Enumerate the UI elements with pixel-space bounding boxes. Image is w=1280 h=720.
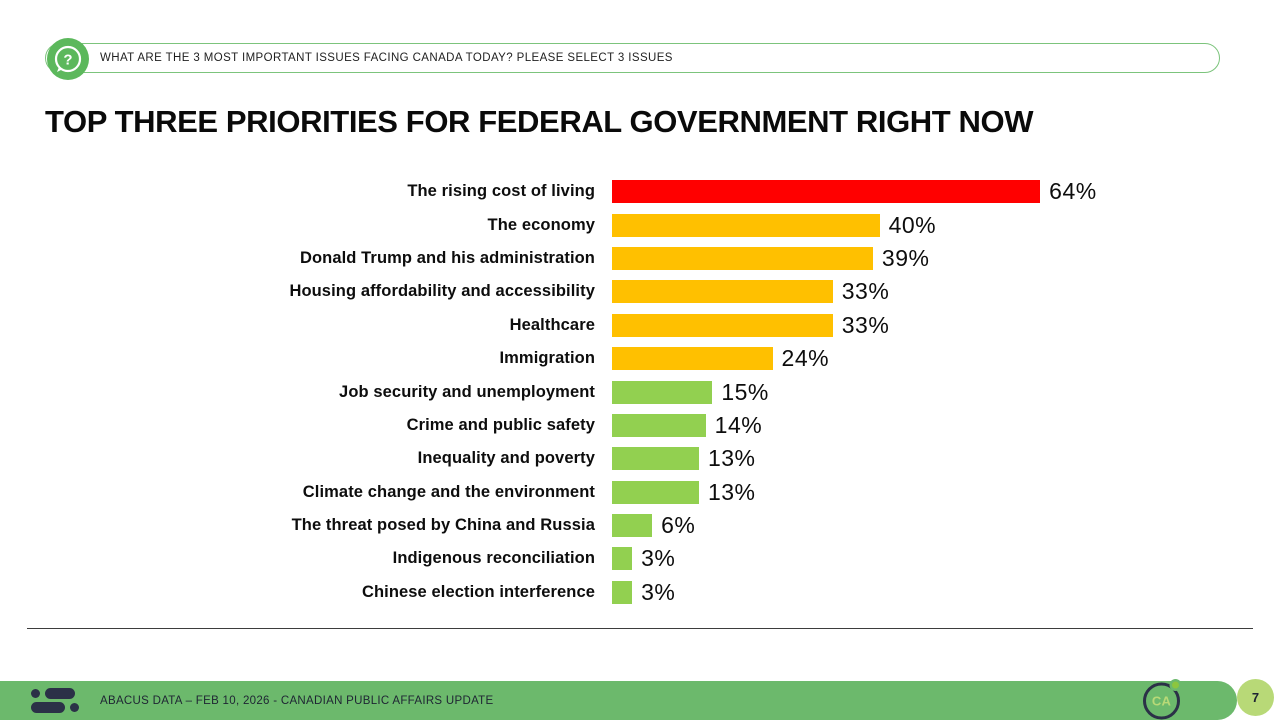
bar bbox=[612, 246, 873, 270]
chart-row: Housing affordability and accessibility 3… bbox=[45, 275, 1235, 308]
category-label: The threat posed by China and Russia bbox=[291, 516, 595, 535]
value-label: 3% bbox=[641, 578, 676, 605]
value-label: 3% bbox=[641, 545, 676, 572]
bar bbox=[612, 514, 653, 538]
value-label: 39% bbox=[881, 244, 930, 271]
category-label: Job security and unemployment bbox=[339, 382, 595, 401]
chart-row: The rising cost of living 64% bbox=[45, 175, 1235, 208]
footer-divider bbox=[27, 628, 1253, 629]
value-label: 15% bbox=[721, 378, 769, 405]
chart-row: Chinese election interference 3% bbox=[45, 576, 1235, 609]
chart-row: Indigenous reconciliation 3% bbox=[45, 542, 1235, 575]
bar bbox=[612, 313, 833, 337]
category-label: Crime and public safety bbox=[406, 415, 595, 434]
category-label: The economy bbox=[487, 215, 595, 234]
question-bubble-icon: ? bbox=[47, 38, 89, 80]
value-label: 40% bbox=[888, 211, 937, 238]
footer-source-text: ABACUS DATA – FEB 10, 2026 - CANADIAN PU… bbox=[100, 694, 494, 707]
bar bbox=[612, 547, 633, 571]
value-label: 33% bbox=[841, 311, 890, 338]
value-label: 6% bbox=[661, 512, 696, 539]
chart-row: Donald Trump and his administration 39% bbox=[45, 242, 1235, 275]
category-label: Climate change and the environment bbox=[302, 482, 595, 501]
chart-row: Immigration 24% bbox=[45, 342, 1235, 375]
value-label: 14% bbox=[714, 411, 763, 438]
value-label: 24% bbox=[781, 345, 830, 372]
chart-row: The threat posed by China and Russia 6% bbox=[45, 509, 1235, 542]
category-label: Inequality and poverty bbox=[417, 449, 595, 468]
bar bbox=[612, 213, 880, 237]
chart-row: Crime and public safety 14% bbox=[45, 409, 1235, 442]
bar bbox=[612, 447, 699, 471]
bar bbox=[612, 280, 833, 304]
bar bbox=[612, 380, 713, 404]
bar bbox=[612, 347, 773, 371]
chart-row: Job security and unemployment 15% bbox=[45, 375, 1235, 408]
chart-rows: The rising cost of living 64% The economy 4… bbox=[45, 175, 1235, 609]
category-label: The rising cost of living bbox=[407, 182, 595, 201]
bar bbox=[612, 580, 633, 604]
chart-row: Climate change and the environment 13% bbox=[45, 476, 1235, 509]
bar bbox=[612, 180, 1041, 204]
chart-row: Inequality and poverty 13% bbox=[45, 442, 1235, 475]
bar bbox=[612, 413, 706, 437]
category-label: Healthcare bbox=[509, 315, 595, 334]
svg-text:?: ? bbox=[63, 52, 72, 69]
chart-row: Healthcare 33% bbox=[45, 309, 1235, 342]
category-label: Immigration bbox=[499, 349, 595, 368]
abacus-data-logo-icon bbox=[30, 688, 86, 713]
category-label: Donald Trump and his administration bbox=[299, 248, 595, 267]
category-label: Indigenous reconciliation bbox=[392, 549, 595, 568]
value-label: 64% bbox=[1049, 178, 1097, 205]
bar-chart: The rising cost of living 64% The economy 4… bbox=[45, 175, 1235, 609]
value-label: 13% bbox=[707, 478, 756, 505]
question-text: WHAT ARE THE 3 MOST IMPORTANT ISSUES FAC… bbox=[100, 52, 673, 64]
value-label: 13% bbox=[707, 445, 756, 472]
category-label: Housing affordability and accessibility bbox=[289, 282, 595, 301]
page-number: 7 bbox=[1237, 679, 1274, 716]
chart-row: The economy 40% bbox=[45, 208, 1235, 241]
question-banner: ? WHAT ARE THE 3 MOST IMPORTANT ISSUES F… bbox=[45, 38, 1220, 80]
category-label: Chinese election interference bbox=[361, 582, 595, 601]
page-title: TOP THREE PRIORITIES FOR FEDERAL GOVERNM… bbox=[45, 104, 1034, 139]
bar bbox=[612, 480, 699, 504]
value-label: 33% bbox=[841, 278, 890, 305]
footer-bar: ABACUS DATA – FEB 10, 2026 - CANADIAN PU… bbox=[0, 681, 1237, 720]
ca-badge-icon: CA bbox=[1143, 681, 1180, 719]
